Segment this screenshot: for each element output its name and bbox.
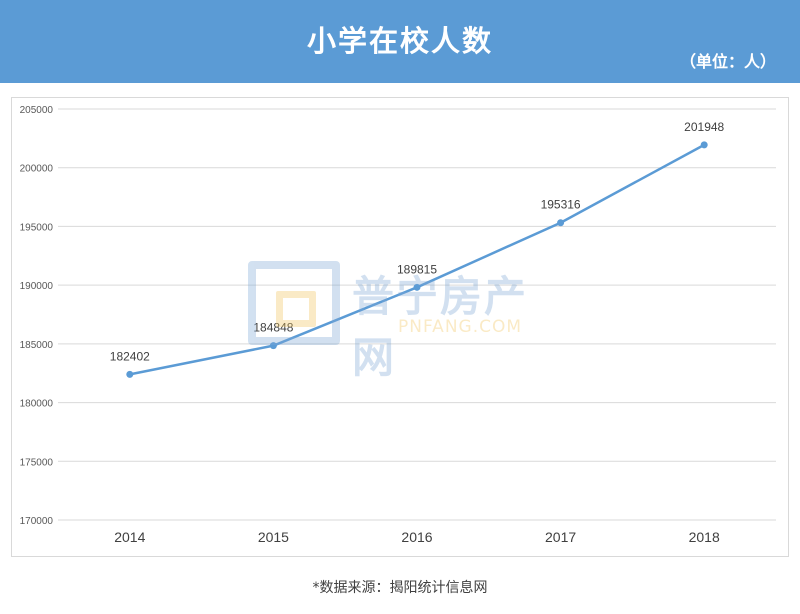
data-labels: 182402 184848 189815 195316 201948: [110, 120, 725, 364]
data-point: [126, 370, 134, 378]
data-point: [700, 141, 708, 149]
page-title: 小学在校人数: [306, 24, 493, 58]
y-axis-ticks: 170000 175000 180000 185000 190000 195000 2000…: [20, 105, 54, 527]
x-tick-label: 2015: [258, 529, 289, 545]
x-tick-label: 2017: [545, 529, 576, 545]
data-point: [269, 342, 277, 350]
x-tick-label: 2016: [401, 529, 432, 545]
y-tick-label: 175000: [20, 457, 54, 468]
gridlines: [58, 108, 776, 521]
y-tick-label: 185000: [20, 340, 54, 351]
y-tick-label: 205000: [20, 105, 54, 116]
data-label: 195316: [541, 198, 581, 212]
x-tick-label: 2014: [114, 529, 145, 545]
x-tick-label: 2018: [689, 529, 720, 545]
chart-frame: [11, 97, 789, 557]
data-label: 201948: [684, 120, 724, 134]
data-points: [126, 141, 708, 378]
source-note: *数据来源：揭阳统计信息网: [312, 580, 488, 596]
series-line: [129, 143, 705, 376]
y-tick-label: 195000: [20, 222, 54, 233]
x-axis-ticks: 2014 2015 2016 2017 2018: [114, 529, 720, 545]
data-label: 182402: [110, 349, 150, 363]
title-banner: 小学在校人数 （单位：人）: [0, 0, 800, 83]
data-label: 184848: [253, 321, 293, 335]
y-tick-label: 170000: [20, 516, 54, 527]
y-tick-label: 200000: [20, 164, 54, 175]
unit-label: （单位：人）: [679, 52, 776, 71]
data-point: [413, 283, 421, 291]
y-tick-label: 180000: [20, 399, 54, 410]
y-tick-label: 190000: [20, 281, 54, 292]
data-point: [557, 219, 565, 227]
data-label: 189815: [397, 262, 437, 276]
